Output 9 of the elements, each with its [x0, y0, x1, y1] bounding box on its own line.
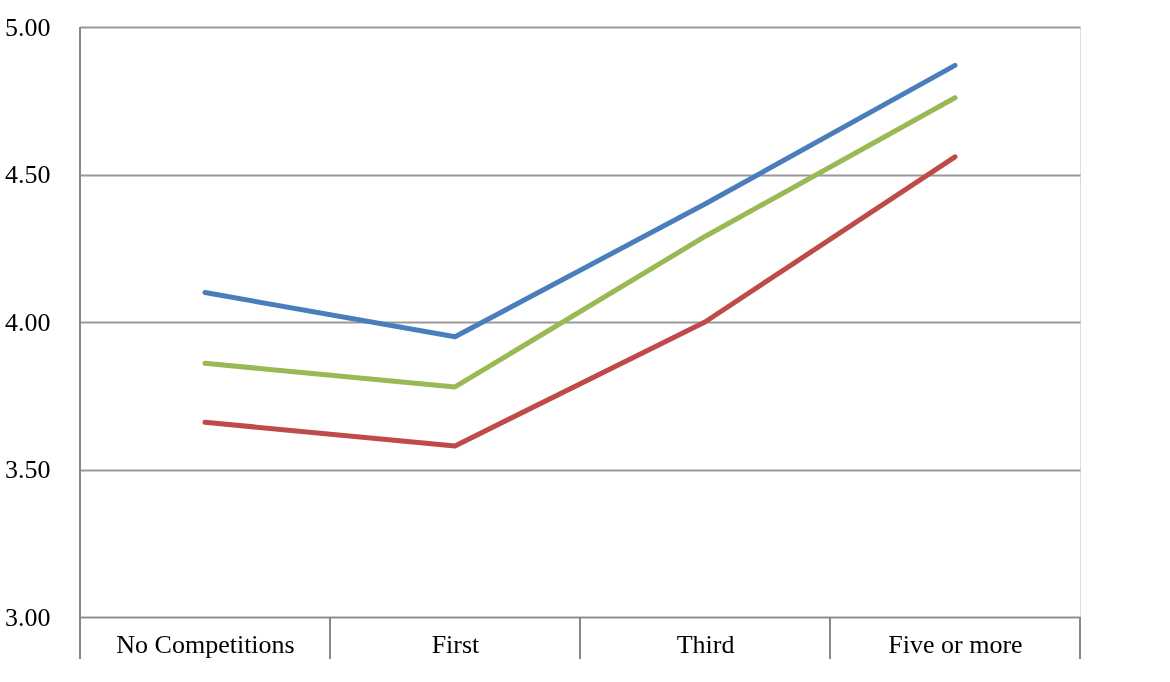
x-tick-label: First [431, 629, 481, 659]
x-tick-label: Five or more [888, 629, 1023, 659]
y-tick-label: 4.00 [5, 307, 51, 337]
y-tick-label: 3.00 [5, 602, 51, 632]
y-tick-label: 3.50 [5, 455, 51, 484]
y-tick-label: 4.50 [5, 160, 51, 189]
x-tick-label: Third [676, 629, 735, 659]
y-tick-label: 5.00 [5, 12, 51, 42]
x-tick-label: No Competitions [116, 629, 295, 659]
